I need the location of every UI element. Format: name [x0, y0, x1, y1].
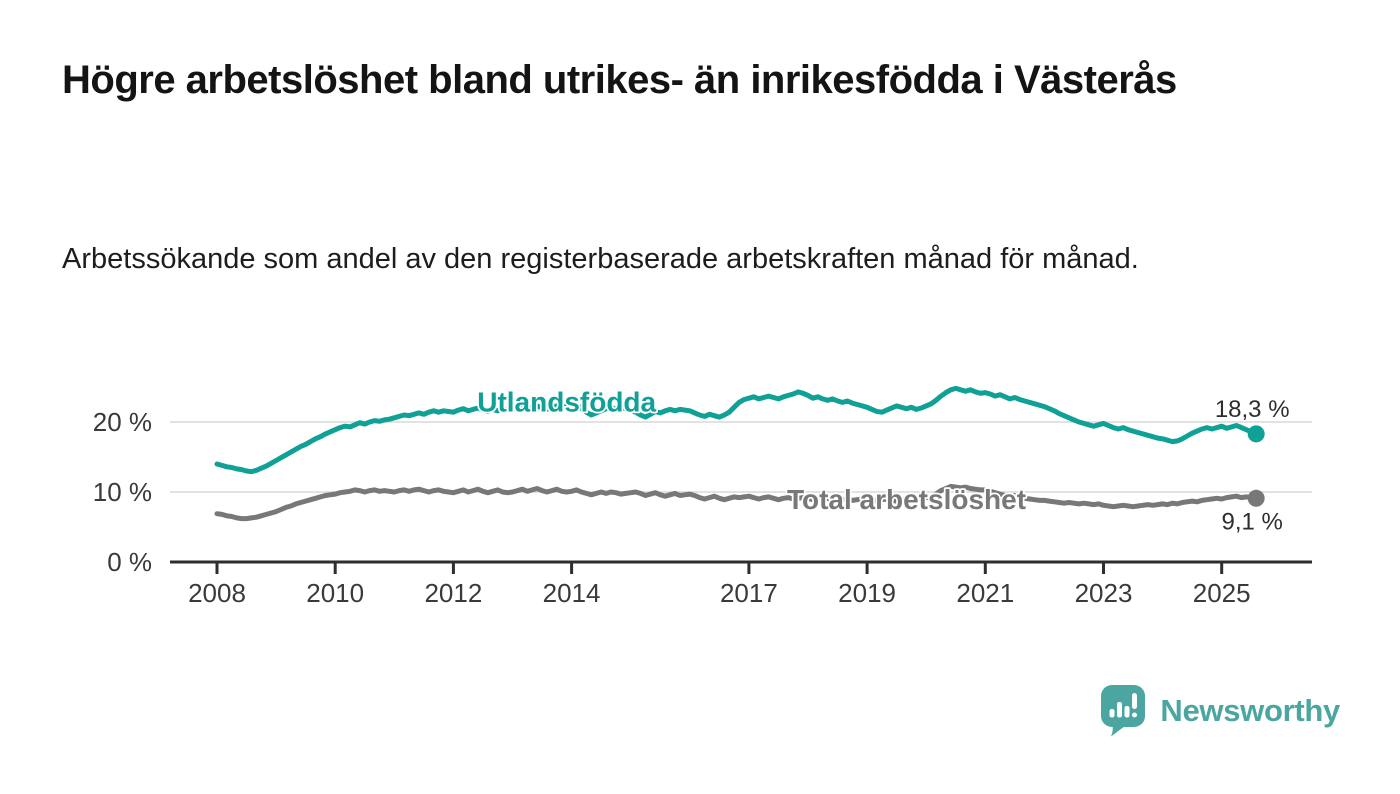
chart-subtitle: Arbetssökande som andel av den registerb… — [62, 243, 1139, 275]
x-tick-label: 2008 — [188, 578, 246, 608]
series-end-value-total: 9,1 % — [1221, 508, 1282, 535]
y-tick-label: 0 % — [107, 547, 152, 577]
newsworthy-logo-text: Newsworthy — [1160, 692, 1340, 728]
series-line-utlandsfodda — [214, 385, 1259, 475]
newsworthy-logo: Newsworthy — [1100, 684, 1340, 737]
logo-bar-3 — [1124, 706, 1130, 718]
x-tick-label: 2023 — [1075, 578, 1133, 608]
logo-exclamation-bar — [1132, 693, 1138, 709]
x-tick-label: 2014 — [543, 578, 601, 608]
x-tick-label: 2021 — [956, 578, 1014, 608]
y-tick-label: 20 % — [93, 407, 152, 437]
series-line-total — [214, 483, 1259, 522]
series-end-dot-total — [1247, 489, 1265, 507]
x-tick-label: 2019 — [838, 578, 896, 608]
x-tick-label: 2025 — [1193, 578, 1251, 608]
x-tick-label: 2010 — [306, 578, 364, 608]
series-label-total: Total arbetslöshet — [787, 484, 1026, 515]
logo-bar-1 — [1109, 709, 1115, 718]
series-label-utlandsfodda: Utlandsfödda — [477, 387, 656, 418]
logo-exclamation-dot — [1132, 712, 1138, 718]
newsworthy-logo-icon — [1101, 685, 1146, 737]
series-end-value-utlandsfodda: 18,3 % — [1215, 396, 1290, 423]
chart-title: Högre arbetslöshet bland utrikes- än inr… — [62, 58, 1177, 102]
y-tick-label: 10 % — [93, 477, 152, 507]
speech-bubble-tail — [1110, 722, 1126, 737]
x-tick-label: 2017 — [720, 578, 778, 608]
series-end-dot-utlandsfodda — [1247, 425, 1265, 443]
x-tick-label: 2012 — [424, 578, 482, 608]
logo-bar-2 — [1117, 702, 1123, 718]
